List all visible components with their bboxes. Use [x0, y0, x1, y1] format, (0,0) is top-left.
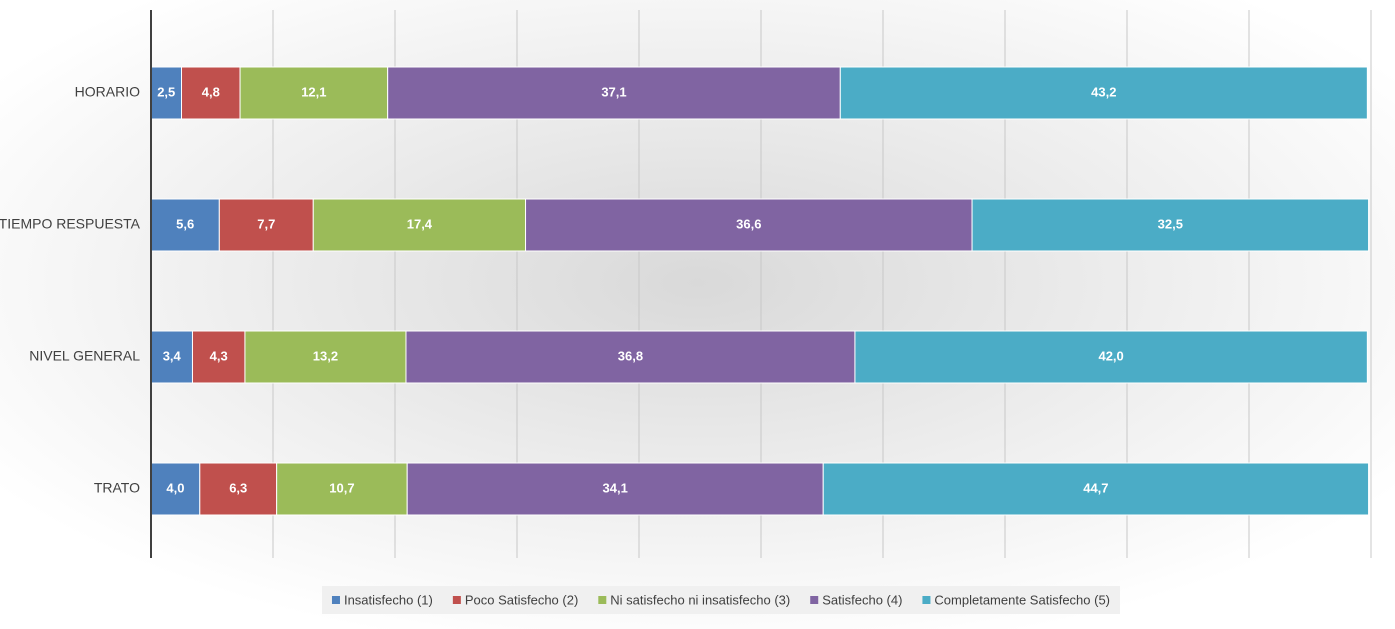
data-label: 4,0 [166, 480, 184, 495]
y-tick-label: TIEMPO RESPUESTA [0, 216, 141, 232]
data-label: 34,1 [603, 480, 628, 495]
legend-label: Insatisfecho (1) [344, 592, 433, 607]
bar-segment [854, 330, 1368, 384]
y-tick-label: TRATO [94, 480, 140, 496]
data-label: 2,5 [157, 84, 175, 99]
bar-segment [218, 198, 314, 252]
bar-segment [199, 462, 278, 516]
data-label: 37,1 [601, 84, 626, 99]
data-label: 7,7 [257, 216, 275, 231]
data-label: 4,3 [210, 348, 228, 363]
data-label: 32,5 [1158, 216, 1183, 231]
bar-segment [525, 198, 973, 252]
data-label: 43,2 [1091, 84, 1116, 99]
data-label: 12,1 [301, 84, 326, 99]
bar-segment [150, 462, 201, 516]
legend-label: Completamente Satisfecho (5) [934, 592, 1110, 607]
bar-segment [312, 198, 527, 252]
bar-segment [839, 66, 1368, 120]
data-label: 4,8 [202, 84, 220, 99]
data-label: 6,3 [229, 480, 247, 495]
y-tick-label: HORARIO [75, 84, 140, 100]
data-label: 13,2 [313, 348, 338, 363]
legend-label: Satisfecho (4) [822, 592, 902, 607]
legend-swatch [922, 596, 931, 604]
data-label: 3,4 [163, 348, 182, 363]
bar-segment [406, 462, 824, 516]
y-tick-label: NIVEL GENERAL [29, 348, 140, 364]
legend-swatch [452, 596, 461, 604]
bar-segment [239, 66, 389, 120]
bar-segment [276, 462, 408, 516]
bar-segment [405, 330, 856, 384]
data-label: 44,7 [1083, 480, 1108, 495]
legend-swatch [810, 596, 819, 604]
data-label: 5,6 [176, 216, 194, 231]
bar-segment [244, 330, 407, 384]
data-label: 17,4 [407, 216, 433, 231]
bar-segment [150, 330, 193, 384]
bar-segment [971, 198, 1370, 252]
legend-swatch [331, 596, 340, 604]
data-label: 36,6 [736, 216, 761, 231]
legend-label: Poco Satisfecho (2) [465, 592, 578, 607]
data-label: 42,0 [1098, 348, 1123, 363]
bar-segment [191, 330, 246, 384]
bar-segment [822, 462, 1370, 516]
legend-label: Ni satisfecho ni insatisfecho (3) [610, 592, 790, 607]
data-label: 10,7 [329, 480, 354, 495]
data-label: 36,8 [618, 348, 643, 363]
legend-swatch [598, 596, 607, 604]
